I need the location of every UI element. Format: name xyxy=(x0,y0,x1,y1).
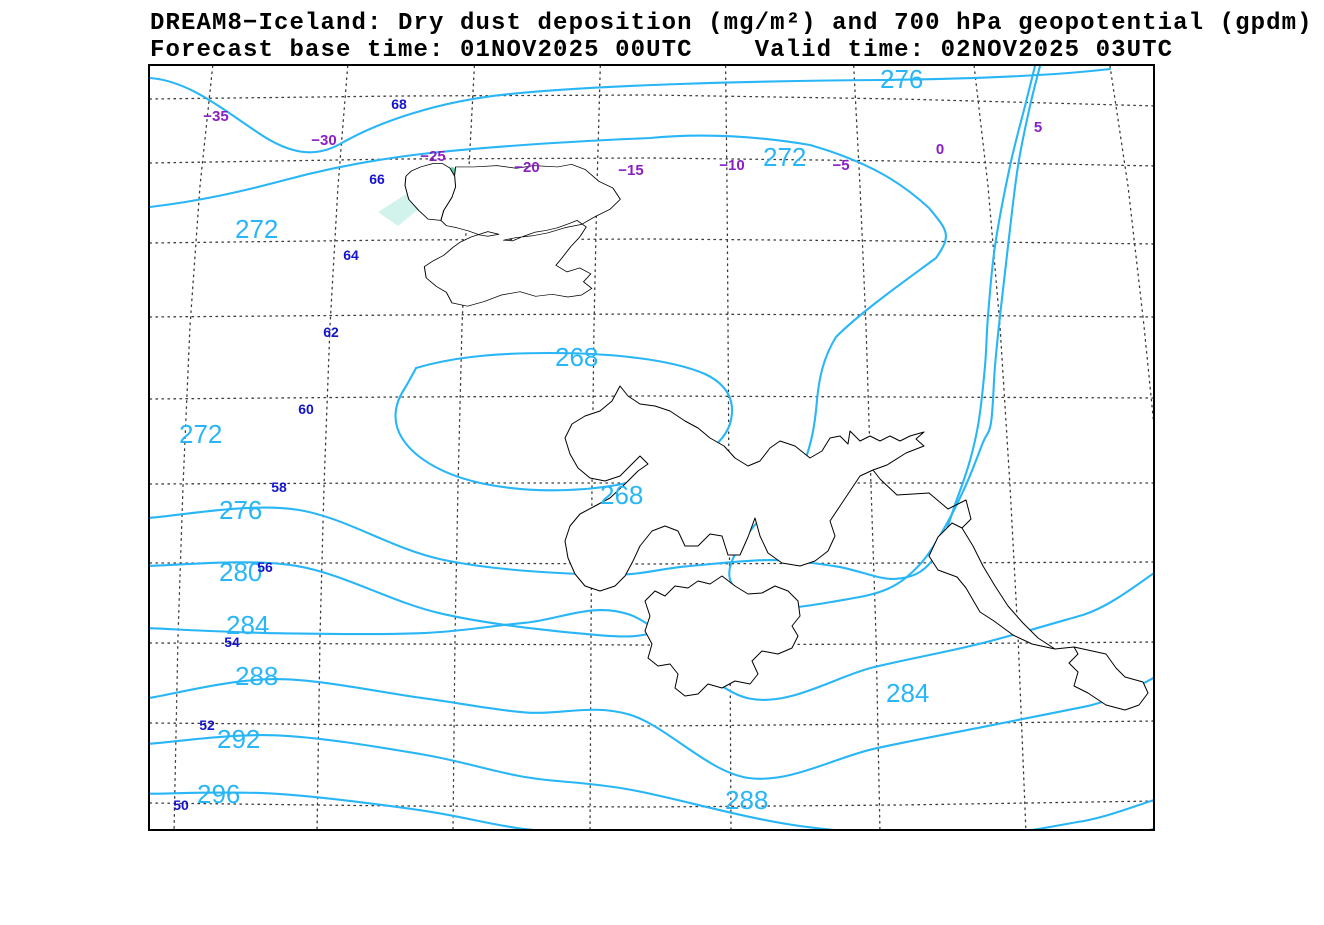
svg-text:−20: −20 xyxy=(514,159,539,176)
svg-text:276: 276 xyxy=(880,66,923,94)
svg-text:−10: −10 xyxy=(719,157,744,174)
svg-text:288: 288 xyxy=(235,661,278,691)
svg-text:296: 296 xyxy=(197,779,240,809)
svg-text:280: 280 xyxy=(219,557,262,587)
svg-text:62: 62 xyxy=(323,324,339,340)
svg-text:52: 52 xyxy=(199,717,215,733)
svg-text:50: 50 xyxy=(173,797,189,813)
svg-text:54: 54 xyxy=(224,634,240,650)
svg-text:292: 292 xyxy=(217,724,260,754)
svg-text:268: 268 xyxy=(555,342,598,372)
svg-text:64: 64 xyxy=(343,247,359,263)
svg-text:60: 60 xyxy=(298,401,314,417)
svg-text:56: 56 xyxy=(257,559,273,575)
svg-text:−30: −30 xyxy=(311,132,336,149)
svg-text:276: 276 xyxy=(219,495,262,525)
svg-text:5: 5 xyxy=(1034,119,1042,136)
svg-text:272: 272 xyxy=(179,419,222,449)
svg-text:272: 272 xyxy=(763,142,806,172)
svg-text:−15: −15 xyxy=(618,162,643,179)
svg-text:−5: −5 xyxy=(832,157,849,174)
svg-text:−35: −35 xyxy=(203,108,228,125)
svg-text:284: 284 xyxy=(886,678,929,708)
svg-text:−25: −25 xyxy=(420,148,445,165)
svg-text:288: 288 xyxy=(725,785,768,815)
svg-text:68: 68 xyxy=(391,96,407,112)
svg-text:0: 0 xyxy=(936,141,944,158)
svg-text:268: 268 xyxy=(600,480,643,510)
svg-text:272: 272 xyxy=(235,214,278,244)
svg-text:66: 66 xyxy=(369,171,385,187)
svg-text:58: 58 xyxy=(271,479,287,495)
